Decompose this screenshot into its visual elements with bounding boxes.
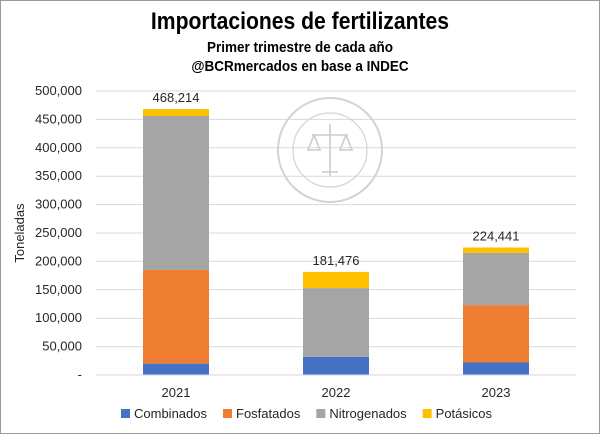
bar-segment: [303, 288, 369, 357]
legend: Combinados Fosfatados Nitrogenados Potásico…: [121, 406, 493, 421]
x-tick-label: 2022: [322, 385, 351, 400]
y-tick-label: 500,000: [35, 83, 82, 98]
y-tick-label: 50,000: [42, 339, 82, 354]
y-tick-label: 200,000: [35, 253, 82, 268]
bcr-seal-watermark: [277, 97, 383, 203]
y-tick-label: 250,000: [35, 225, 82, 240]
x-tick-label: 2023: [482, 385, 511, 400]
bar-segment: [463, 362, 529, 375]
chart-title: Importaciones de fertilizantes: [150, 8, 450, 35]
bar-segment: [463, 305, 529, 363]
y-tick-label: 350,000: [35, 168, 82, 183]
bar-segment: [143, 109, 209, 116]
bar-segment: [143, 115, 209, 270]
legend-label: Nitrogenados: [329, 406, 407, 421]
total-label: 468,214: [153, 90, 200, 105]
y-axis-label: Toneladas: [12, 203, 27, 263]
total-label: 224,441: [473, 229, 520, 244]
y-tick-label: -: [78, 367, 82, 382]
bar-segment: [143, 269, 209, 364]
y-tick-label: 150,000: [35, 282, 82, 297]
bar-segment: [303, 271, 369, 289]
x-axis-ticks: 2021 2022 2023: [162, 385, 511, 400]
bar-segment: [143, 363, 209, 375]
bars: [143, 109, 529, 375]
legend-swatch: [316, 409, 326, 418]
y-tick-label: 400,000: [35, 140, 82, 155]
y-tick-label: 100,000: [35, 310, 82, 325]
y-tick-label: 300,000: [35, 197, 82, 212]
legend-swatch: [422, 409, 432, 418]
total-label: 181,476: [313, 253, 360, 268]
legend-label: Potásicos: [436, 406, 493, 421]
chart-source: @BCRmercados en base a INDEC: [191, 58, 409, 75]
legend-label: Combinados: [134, 406, 207, 421]
chart-subtitle: Primer trimestre de cada año: [206, 39, 394, 56]
bar-segment: [303, 356, 369, 375]
legend-swatch: [223, 409, 232, 418]
x-tick-label: 2021: [162, 385, 191, 400]
legend-label: Fosfatados: [236, 406, 301, 421]
total-labels: 468,214 181,476 224,441: [153, 90, 520, 268]
bar-segment: [463, 247, 529, 253]
bar-segment: [463, 252, 529, 306]
legend-swatch: [121, 409, 130, 418]
y-axis-ticks: - 50,000 100,000 150,000 200,000 250,000 300,0…: [35, 83, 82, 382]
y-tick-label: 450,000: [35, 111, 82, 126]
